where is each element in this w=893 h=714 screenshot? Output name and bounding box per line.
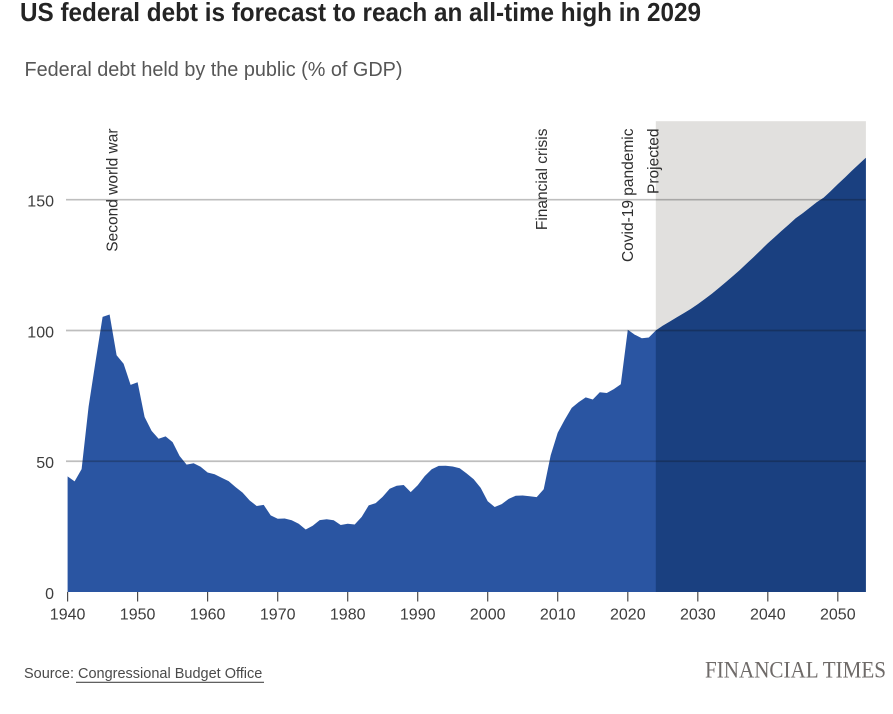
svg-text:50: 50 bbox=[36, 455, 54, 472]
svg-text:150: 150 bbox=[27, 194, 54, 211]
svg-text:Federal debt held by the publi: Federal debt held by the public (% of GD… bbox=[25, 59, 403, 81]
svg-text:1970: 1970 bbox=[260, 607, 296, 624]
svg-text:FINANCIAL TIMES: FINANCIAL TIMES bbox=[705, 658, 886, 684]
svg-text:1980: 1980 bbox=[330, 607, 366, 624]
svg-text:1940: 1940 bbox=[50, 607, 86, 624]
svg-text:1990: 1990 bbox=[400, 607, 436, 624]
svg-text:Financial crisis: Financial crisis bbox=[534, 128, 551, 230]
svg-text:2000: 2000 bbox=[470, 607, 506, 624]
svg-text:2050: 2050 bbox=[820, 607, 856, 624]
svg-text:Source: Congressional Budget O: Source: Congressional Budget Office bbox=[24, 666, 262, 682]
svg-text:Projected: Projected bbox=[646, 129, 663, 194]
svg-text:Second world war: Second world war bbox=[105, 129, 122, 252]
svg-text:0: 0 bbox=[45, 586, 54, 603]
svg-text:1950: 1950 bbox=[120, 607, 156, 624]
svg-text:US federal debt is forecast to: US federal debt is forecast to reach an … bbox=[20, 0, 701, 27]
svg-text:2030: 2030 bbox=[680, 607, 716, 624]
svg-text:Covid-19 pandemic: Covid-19 pandemic bbox=[620, 128, 637, 262]
svg-text:2010: 2010 bbox=[540, 607, 576, 624]
svg-text:2020: 2020 bbox=[610, 607, 646, 624]
svg-text:1960: 1960 bbox=[190, 607, 226, 624]
svg-text:100: 100 bbox=[27, 325, 54, 342]
svg-text:2040: 2040 bbox=[750, 607, 786, 624]
